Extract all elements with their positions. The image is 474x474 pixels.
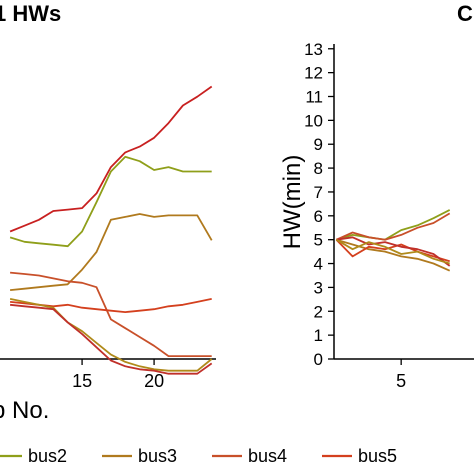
right-series-line-1 xyxy=(336,209,451,241)
left-series-line-7 xyxy=(9,85,213,233)
right-series-line-2 xyxy=(336,238,451,272)
right-y-tick-label-3: 3 xyxy=(314,278,323,297)
left-chart-title: 1 HWs xyxy=(0,1,61,26)
left-series-line-1 xyxy=(9,155,212,248)
right-series-group xyxy=(335,209,451,272)
left-series-line-3 xyxy=(10,271,212,358)
right-x-tick-label-1: 5 xyxy=(396,371,406,391)
left-x-tick-label-2: 20 xyxy=(144,371,164,391)
right-y-tick-label-5: 5 xyxy=(314,231,323,250)
left-series-group xyxy=(9,85,213,375)
right-y-tick-label-10: 10 xyxy=(304,111,323,130)
right-y-tick-label-7: 7 xyxy=(314,183,323,202)
right-y-tick-label-11: 11 xyxy=(305,88,323,107)
right-y-tick-label-6: 6 xyxy=(314,207,323,226)
legend-label-bus5: bus5 xyxy=(358,446,397,466)
right-series-line-3 xyxy=(336,212,451,241)
right-y-tick-label-13: 13 xyxy=(304,40,323,59)
right-x-ticks: 5 xyxy=(396,359,406,391)
right-y-tick-label-12: 12 xyxy=(304,64,323,83)
left-x-tick-label-1: 15 xyxy=(72,371,92,391)
right-series-line-6 xyxy=(335,238,450,265)
legend: bus2 bus3 bus4 bus5 xyxy=(0,446,397,466)
left-series-line-6 xyxy=(10,303,213,375)
right-series-line-5 xyxy=(336,236,451,267)
right-y-tick-label-1: 1 xyxy=(314,326,323,345)
right-y-tick-label-4: 4 xyxy=(314,255,323,274)
right-series-line-4 xyxy=(335,239,450,263)
right-y-axis-label: HW(min) xyxy=(279,155,306,250)
legend-label-bus2: bus2 xyxy=(28,446,67,466)
left-series-line-5 xyxy=(9,298,213,372)
legend-label-bus4: bus4 xyxy=(248,446,287,466)
left-x-ticks: 15 20 xyxy=(72,359,164,391)
right-y-tick-label-2: 2 xyxy=(314,302,323,321)
right-y-tick-label-9: 9 xyxy=(314,135,323,154)
right-y-tick-label-8: 8 xyxy=(314,159,323,178)
right-chart-title: C xyxy=(457,1,473,26)
left-series-line-2 xyxy=(10,213,213,291)
right-y-tick-label-0: 0 xyxy=(314,350,323,369)
legend-label-bus3: bus3 xyxy=(138,446,177,466)
left-x-axis-label: p No. xyxy=(0,397,49,424)
